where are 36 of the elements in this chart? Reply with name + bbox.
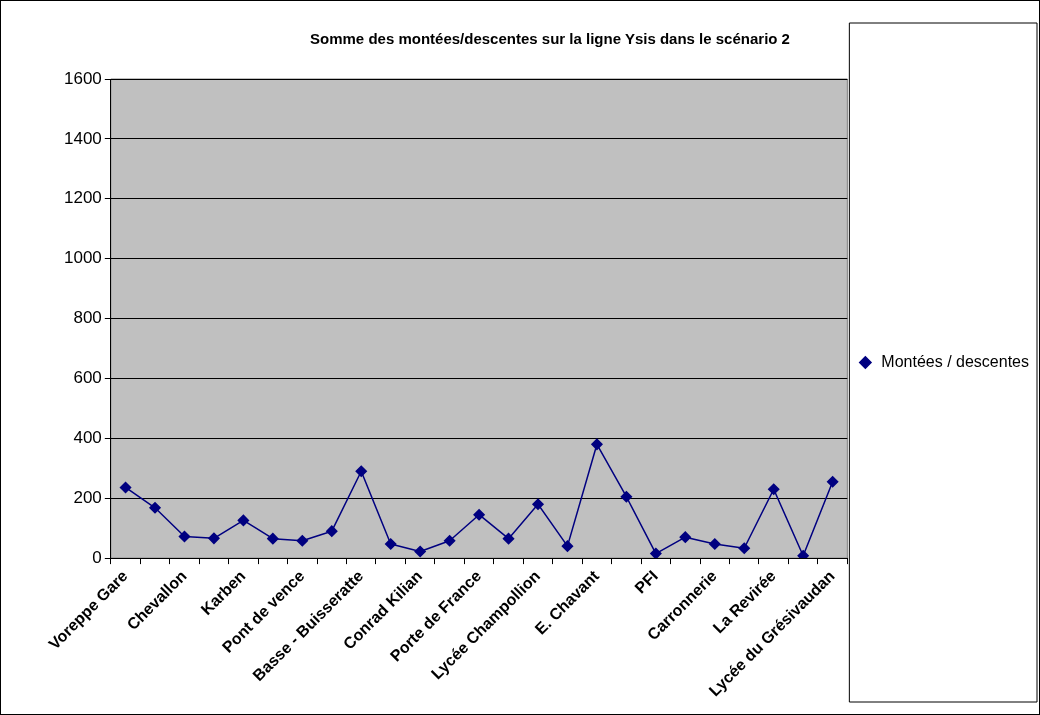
point bbox=[149, 502, 161, 514]
y-tick-label: 1400 bbox=[63, 128, 102, 148]
point bbox=[384, 538, 397, 550]
point bbox=[326, 525, 338, 537]
chart-title: Somme des montées/descentes sur la ligne Ysis dans le scénario 2 bbox=[310, 30, 790, 48]
point bbox=[709, 538, 721, 550]
point bbox=[443, 535, 456, 547]
point bbox=[178, 530, 191, 543]
point bbox=[767, 483, 780, 495]
point bbox=[561, 540, 574, 552]
point bbox=[119, 481, 132, 494]
point bbox=[679, 531, 692, 543]
point bbox=[738, 542, 750, 554]
point bbox=[532, 498, 544, 510]
point bbox=[650, 547, 662, 559]
point bbox=[473, 508, 485, 521]
point bbox=[826, 476, 839, 488]
point bbox=[414, 545, 426, 558]
y-tick-label: 1000 bbox=[63, 248, 102, 268]
point bbox=[502, 532, 515, 545]
legend-label: Montées / descentes bbox=[881, 352, 1029, 370]
y-tick-label: 0 bbox=[92, 547, 102, 567]
point bbox=[591, 438, 603, 451]
point bbox=[296, 535, 309, 547]
point bbox=[237, 514, 250, 527]
point bbox=[620, 490, 633, 503]
point bbox=[797, 549, 809, 559]
y-tick-label: 800 bbox=[73, 308, 102, 328]
y-tick-label: 1200 bbox=[63, 188, 102, 208]
point bbox=[355, 465, 367, 478]
y-tick-label: 600 bbox=[73, 368, 102, 388]
point bbox=[267, 532, 279, 545]
y-tick-label: 400 bbox=[73, 428, 102, 448]
y-tick-label: 1600 bbox=[63, 68, 102, 88]
y-tick-label: 200 bbox=[73, 487, 102, 507]
point bbox=[208, 532, 220, 545]
